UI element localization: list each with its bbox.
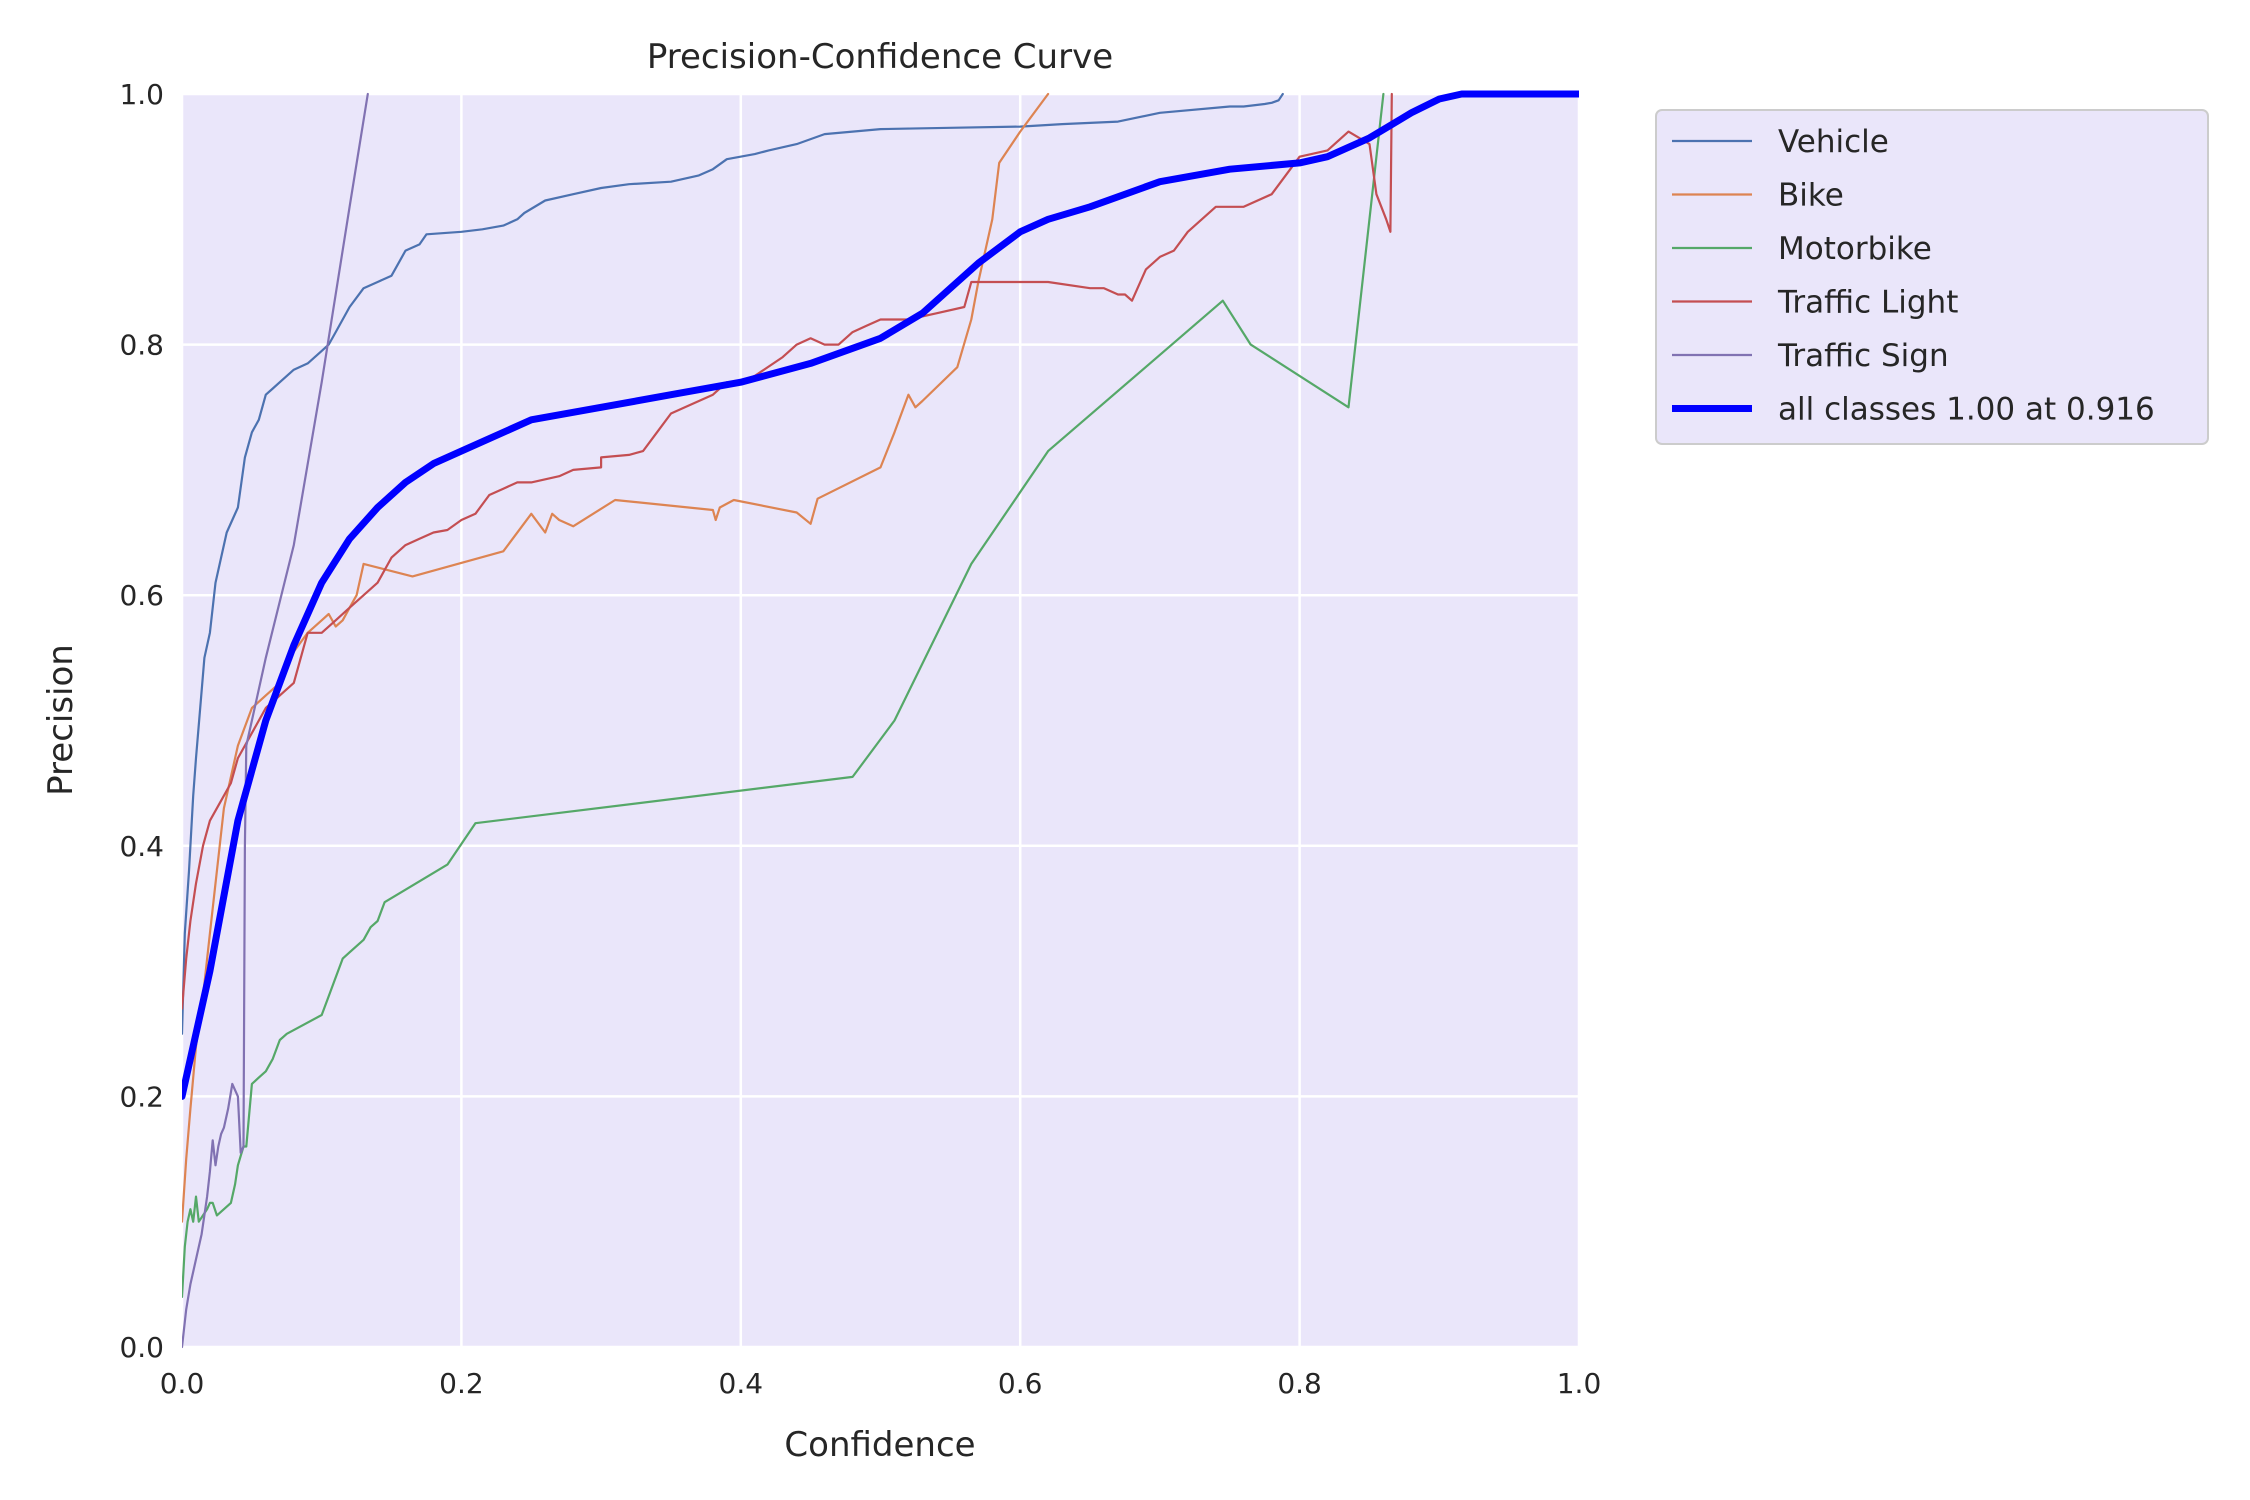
x-tick-label: 1.0 xyxy=(1557,1367,1602,1400)
y-tick-label: 0.0 xyxy=(119,1331,164,1364)
y-axis-label: Precision xyxy=(41,644,81,796)
legend-label-bike: Bike xyxy=(1778,178,1844,214)
x-tick-label: 0.8 xyxy=(1277,1367,1322,1400)
series-layer xyxy=(182,90,1579,1349)
x-tick-label: 0.0 xyxy=(160,1367,205,1400)
chart-title: Precision-Confidence Curve xyxy=(647,37,1113,77)
series-line-traffic-sign xyxy=(182,92,369,1349)
series-line-all-classes-1-00-at-0-916 xyxy=(182,90,1579,1100)
y-tick-label: 0.8 xyxy=(119,329,164,362)
series-line-bike xyxy=(182,92,1050,1223)
plot-area xyxy=(182,94,1579,1347)
grid-lines xyxy=(180,92,1581,1349)
y-tick-label: 1.0 xyxy=(119,78,164,111)
x-axis-ticks: 0.0 0.2 0.4 0.6 0.8 1.0 xyxy=(160,1367,1602,1400)
legend-label-traffic-light: Traffic Light xyxy=(1777,285,1958,321)
y-tick-label: 0.6 xyxy=(119,579,164,612)
legend-label-traffic-sign: Traffic Sign xyxy=(1777,338,1949,374)
x-tick-label: 0.2 xyxy=(439,1367,484,1400)
x-axis-label: Confidence xyxy=(784,1425,975,1465)
legend-label-all-classes-1-00-at-0-916: all classes 1.00 at 0.916 xyxy=(1778,392,2155,428)
legend-label-vehicle: Vehicle xyxy=(1778,124,1889,160)
series-line-traffic-light xyxy=(182,92,1393,1010)
y-tick-label: 0.2 xyxy=(119,1080,164,1113)
legend-box xyxy=(1655,109,2209,445)
series-line-vehicle xyxy=(182,92,1284,1035)
x-tick-label: 0.6 xyxy=(998,1367,1043,1400)
y-axis-ticks: 0.0 0.2 0.4 0.6 0.8 1.0 xyxy=(119,78,164,1364)
series-line-motorbike xyxy=(182,92,1385,1299)
legend-label-motorbike: Motorbike xyxy=(1778,231,1932,267)
x-tick-label: 0.4 xyxy=(719,1367,764,1400)
legend: Vehicle Bike Motorbike Traffic Light Traffic… xyxy=(1655,109,2209,445)
y-tick-label: 0.4 xyxy=(119,830,164,863)
